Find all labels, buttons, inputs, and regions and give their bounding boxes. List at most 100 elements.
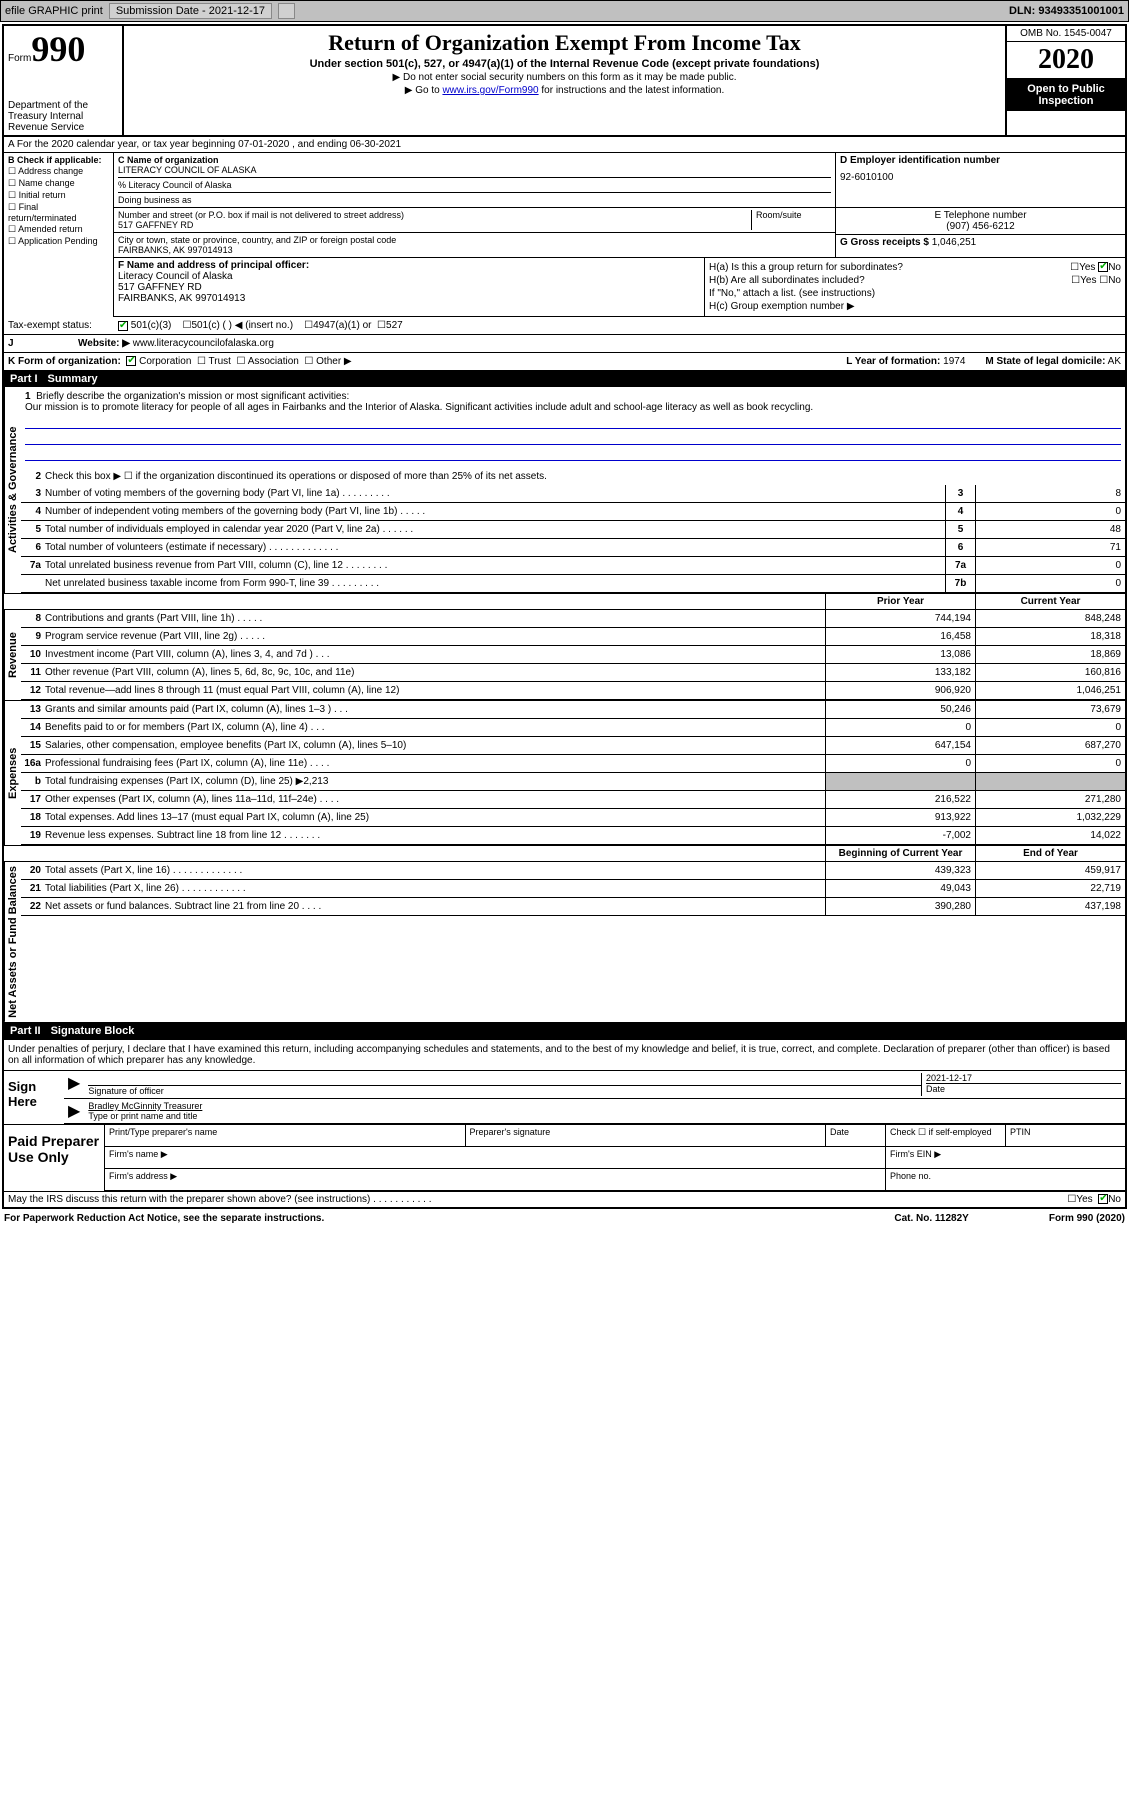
chk-527[interactable]: 527: [386, 320, 403, 331]
header-center: Return of Organization Exempt From Incom…: [124, 26, 1005, 135]
vtab-revenue: Revenue: [4, 610, 21, 700]
discuss-no-check[interactable]: [1098, 1194, 1108, 1204]
current-year-val: 271,280: [975, 791, 1125, 808]
chk-initial-return[interactable]: ☐ Initial return: [8, 190, 109, 201]
netassets-section: Net Assets or Fund Balances 20 Total ass…: [4, 862, 1125, 1023]
line-num: 13: [21, 704, 45, 715]
line-num: 12: [21, 685, 45, 696]
pycy-line: 22 Net assets or fund balances. Subtract…: [21, 898, 1125, 916]
line-num: 18: [21, 812, 45, 823]
prior-year-val: 439,323: [825, 862, 975, 879]
current-year-val: 14,022: [975, 827, 1125, 844]
line-desc: Number of voting members of the governin…: [45, 486, 945, 501]
current-year-val: 22,719: [975, 880, 1125, 897]
city-label: City or town, state or province, country…: [118, 235, 831, 245]
part2-title: Signature Block: [51, 1025, 135, 1037]
current-year-val: 160,816: [975, 664, 1125, 681]
chk-trust[interactable]: Trust: [209, 356, 231, 367]
current-year-val: 0: [975, 755, 1125, 772]
prior-year-val: 390,280: [825, 898, 975, 915]
chk-501c[interactable]: 501(c) ( ) ◀ (insert no.): [191, 320, 293, 331]
current-year-val: 1,032,229: [975, 809, 1125, 826]
form-title: Return of Organization Exempt From Incom…: [128, 30, 1001, 56]
gov-line: Net unrelated business taxable income fr…: [21, 575, 1125, 593]
note-pre: ▶ Go to: [405, 85, 443, 96]
netassets-header: x Beginning of Current Year End of Year: [4, 846, 1125, 862]
line-val: 71: [975, 539, 1125, 556]
chk-501c3[interactable]: [118, 321, 128, 331]
line-val: 0: [975, 575, 1125, 592]
prior-year-val: 13,086: [825, 646, 975, 663]
line-num: b: [21, 776, 45, 787]
topbar: efile GRAPHIC print Submission Date - 20…: [0, 0, 1129, 22]
prep-selfemp-label: Check ☐ if self-employed: [885, 1125, 1005, 1146]
line-num: 4: [21, 506, 45, 517]
pycy-line: 20 Total assets (Part X, line 16) . . . …: [21, 862, 1125, 880]
paperwork-notice: For Paperwork Reduction Act Notice, see …: [4, 1213, 894, 1224]
section-bcd: B Check if applicable: ☐ Address change …: [4, 153, 1125, 317]
line-desc: Program service revenue (Part VIII, line…: [45, 629, 825, 644]
tax-status-row: Tax-exempt status: 501(c)(3) ☐ 501(c) ( …: [4, 317, 1125, 335]
discuss-yes[interactable]: Yes: [1076, 1194, 1092, 1205]
chk-association[interactable]: Association: [248, 356, 299, 367]
chk-name-change[interactable]: ☐ Name change: [8, 178, 109, 189]
ha-no-check[interactable]: [1098, 262, 1108, 272]
current-year-val: 0: [975, 719, 1125, 736]
gross-label: G Gross receipts $: [840, 237, 929, 248]
chk-corporation[interactable]: [126, 356, 136, 366]
part1-num: Part I: [10, 373, 38, 385]
gov-line: 4 Number of independent voting members o…: [21, 503, 1125, 521]
blank-button[interactable]: [278, 3, 295, 19]
line-num: 17: [21, 794, 45, 805]
line-num: 5: [21, 524, 45, 535]
efile-label: efile GRAPHIC print: [5, 5, 103, 17]
line-num: 16a: [21, 758, 45, 769]
chk-amended[interactable]: ☐ Amended return: [8, 224, 109, 235]
current-year-val: 18,318: [975, 628, 1125, 645]
line-val: 0: [975, 557, 1125, 574]
part2-header: Part II Signature Block: [4, 1023, 1125, 1039]
pycy-line: 19 Revenue less expenses. Subtract line …: [21, 827, 1125, 845]
line-desc: Contributions and grants (Part VIII, lin…: [45, 611, 825, 626]
prior-year-val: 0: [825, 755, 975, 772]
line-desc: Number of independent voting members of …: [45, 504, 945, 519]
room-label: Room/suite: [751, 210, 831, 230]
org-name: LITERACY COUNCIL OF ALASKA: [118, 165, 831, 175]
revenue-section: Revenue 8 Contributions and grants (Part…: [4, 610, 1125, 701]
gov-line: 3 Number of voting members of the govern…: [21, 485, 1125, 503]
irs-link[interactable]: www.irs.gov/Form990: [442, 85, 538, 96]
arrow-icon: ▶: [68, 1073, 80, 1096]
boy-header: Beginning of Current Year: [825, 846, 975, 861]
line-desc: Benefits paid to or for members (Part IX…: [45, 720, 825, 735]
line-val: 8: [975, 485, 1125, 502]
header-left: Form990 Department of the Treasury Inter…: [4, 26, 124, 135]
chk-final-return[interactable]: ☐ Final return/terminated: [8, 202, 109, 223]
prep-date-label: Date: [825, 1125, 885, 1146]
line2-text: Check this box ▶ ☐ if the organization d…: [45, 469, 1125, 484]
pycy-line: 11 Other revenue (Part VIII, column (A),…: [21, 664, 1125, 682]
pycy-line: 17 Other expenses (Part IX, column (A), …: [21, 791, 1125, 809]
omb-number: OMB No. 1545-0047: [1007, 26, 1125, 42]
chk-application-pending[interactable]: ☐ Application Pending: [8, 236, 109, 247]
part1-title: Summary: [48, 373, 98, 385]
tax-year: 2020: [1007, 42, 1125, 79]
tel-value: (907) 456-6212: [840, 221, 1121, 232]
submission-date-button[interactable]: Submission Date - 2021-12-17: [109, 3, 272, 19]
prior-year-val: 913,922: [825, 809, 975, 826]
officer-name: Literacy Council of Alaska: [118, 271, 700, 282]
prior-year-val: -7,002: [825, 827, 975, 844]
firm-ein-label: Firm's EIN ▶: [885, 1147, 1125, 1168]
chk-other[interactable]: Other ▶: [316, 356, 351, 367]
chk-4947[interactable]: 4947(a)(1) or: [313, 320, 371, 331]
pycy-line: 10 Investment income (Part VIII, column …: [21, 646, 1125, 664]
form-header: Form990 Department of the Treasury Inter…: [4, 26, 1125, 137]
line-desc: Total fundraising expenses (Part IX, col…: [45, 774, 825, 789]
vtab-netassets: Net Assets or Fund Balances: [4, 862, 21, 1022]
gross-value: 1,046,251: [932, 237, 977, 248]
box-b-label: B Check if applicable:: [8, 155, 102, 165]
note-post: for instructions and the latest informat…: [539, 85, 725, 96]
line-val: 0: [975, 503, 1125, 520]
chk-address-change[interactable]: ☐ Address change: [8, 166, 109, 177]
box-f-label: F Name and address of principal officer:: [118, 260, 309, 271]
box-b: B Check if applicable: ☐ Address change …: [4, 153, 114, 317]
